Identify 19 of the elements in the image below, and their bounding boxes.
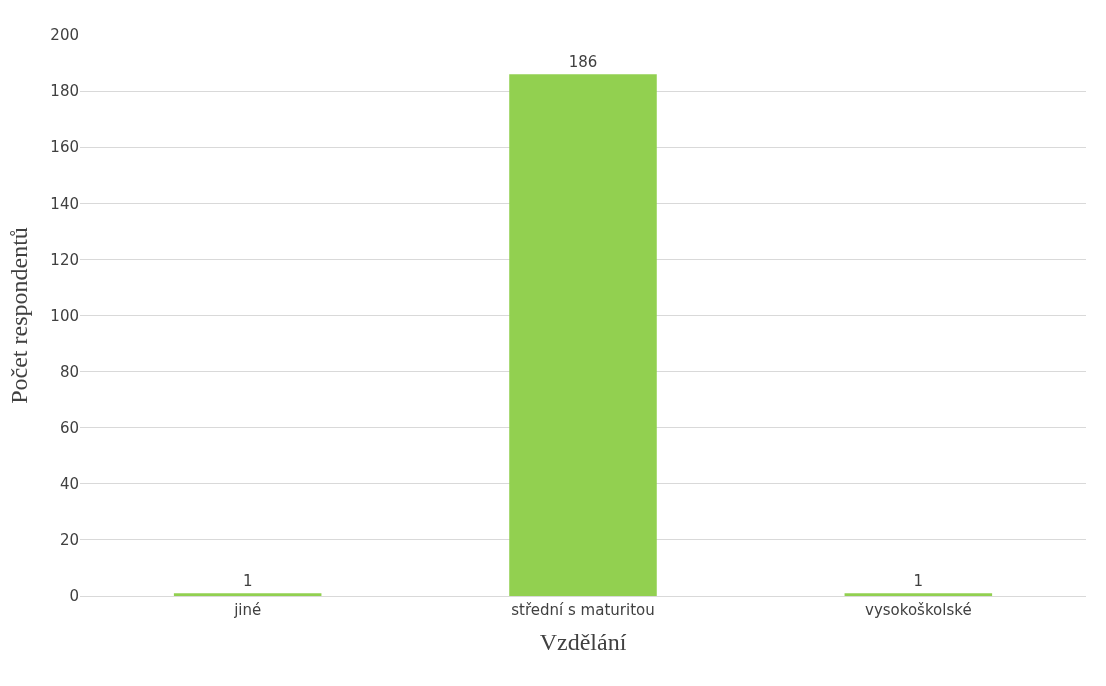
x-tick-label: střední s maturitou <box>511 601 655 619</box>
y-tick-label: 0 <box>69 587 79 606</box>
y-tick-label: 200 <box>50 26 79 45</box>
y-tick-label: 20 <box>59 531 79 550</box>
y-tick-label: 160 <box>50 138 79 157</box>
y-tick-label: 180 <box>50 82 79 101</box>
y-tick-label: 120 <box>50 250 79 269</box>
x-tick-label: vysokoškolské <box>865 601 972 619</box>
y-tick-label: 100 <box>50 306 79 325</box>
y-axis-title: Počet respondentů <box>6 227 33 404</box>
x-tick-label: jiné <box>233 601 262 619</box>
y-tick-label: 80 <box>59 362 79 381</box>
y-tick-label: 60 <box>59 418 79 437</box>
data-label: 1 <box>242 572 253 591</box>
y-tick-label: 40 <box>59 475 79 494</box>
data-label: 186 <box>568 53 598 72</box>
y-tick-label: 140 <box>50 194 79 213</box>
x-axis-title: Vzdělání <box>539 629 627 656</box>
data-label: 1 <box>913 572 924 591</box>
